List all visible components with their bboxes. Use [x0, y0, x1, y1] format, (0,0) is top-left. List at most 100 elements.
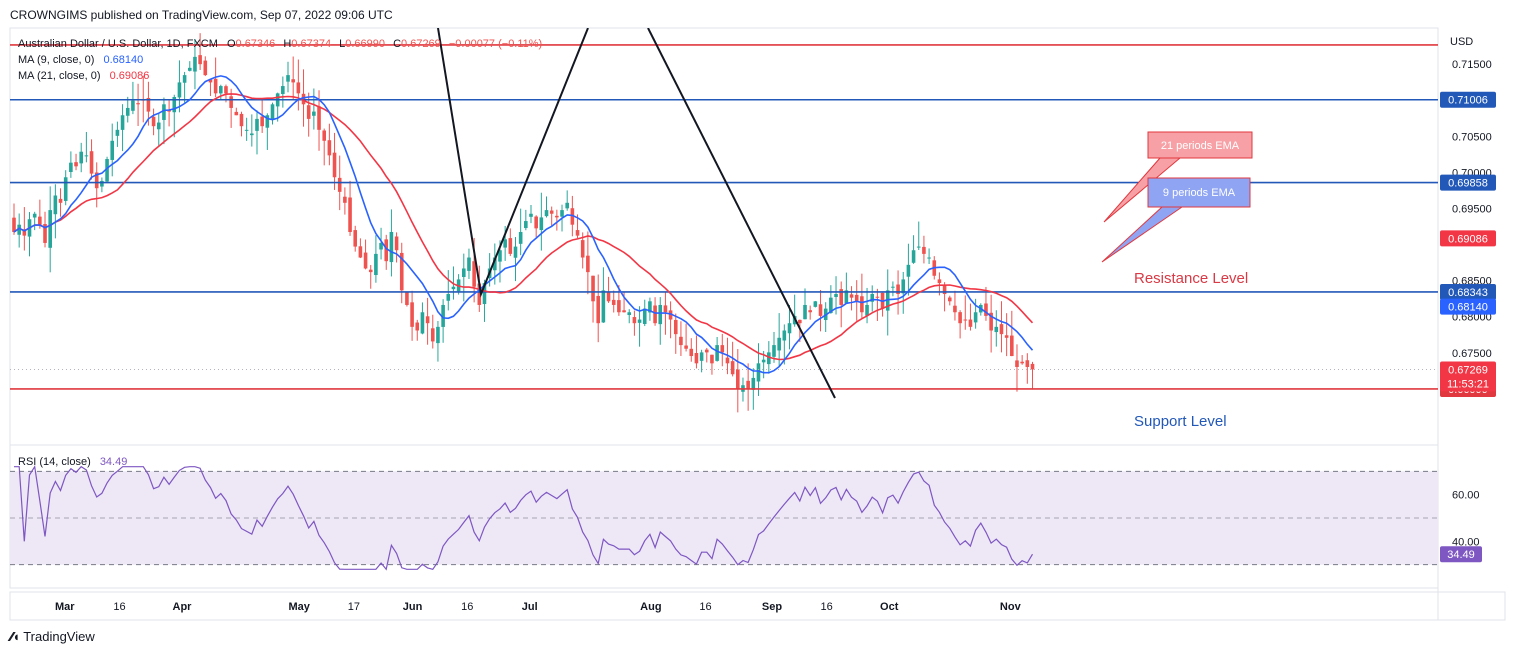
candle: [244, 117, 249, 141]
candle: [12, 203, 16, 235]
date-tick-label: Oct: [880, 601, 899, 613]
date-tick-label: 16: [821, 601, 833, 613]
candle-body: [482, 283, 487, 305]
candle: [699, 349, 704, 373]
candle: [234, 107, 239, 116]
candle-body: [32, 213, 37, 218]
legend-ma9-value: 0.68140: [103, 54, 143, 66]
candle: [508, 228, 513, 257]
candle-body: [74, 162, 78, 167]
candle-body: [461, 268, 466, 277]
candle-body: [715, 345, 719, 361]
candle: [208, 79, 213, 96]
publisher-header: CROWNGIMS published on TradingView.com, …: [10, 8, 393, 22]
candle-body: [844, 290, 849, 304]
candle-body: [322, 130, 326, 141]
candle: [125, 96, 130, 123]
tag-box: [1440, 298, 1496, 315]
candle-body: [839, 289, 843, 305]
candle: [167, 100, 171, 127]
candle: [973, 298, 978, 329]
candle-body: [172, 97, 177, 113]
candle-body: [182, 75, 187, 83]
candle-body: [518, 231, 523, 244]
candle-body: [611, 299, 616, 305]
candle-body: [38, 216, 42, 225]
candle-body: [689, 348, 694, 357]
candle: [534, 215, 538, 238]
candle-body: [958, 312, 962, 324]
candle-body: [973, 312, 978, 323]
candle: [312, 88, 316, 130]
candle-body: [1004, 335, 1009, 338]
pattern-line-right: [647, 28, 836, 399]
candle: [586, 231, 590, 295]
candle-body: [937, 279, 942, 284]
candle-body: [306, 105, 311, 119]
candle-body: [756, 363, 761, 382]
candle: [193, 39, 197, 90]
candle: [467, 248, 471, 280]
candle-body: [694, 353, 699, 364]
candle-body: [332, 152, 337, 178]
candle: [250, 114, 254, 147]
candle-body: [17, 224, 21, 235]
candle: [601, 267, 606, 323]
candle-body: [653, 305, 657, 324]
horizontal-level-68343-tag: 0.68343: [1440, 283, 1496, 300]
candle-body: [891, 286, 895, 288]
candle-body: [787, 323, 792, 334]
candle-body: [198, 55, 202, 65]
tag-box: [1440, 91, 1496, 108]
candle: [658, 297, 663, 345]
candle: [239, 111, 244, 137]
candle-body: [363, 252, 368, 269]
candle-body: [565, 202, 569, 209]
candle: [906, 243, 911, 296]
candle: [803, 288, 807, 320]
support-level-label: Support Level: [1134, 413, 1227, 430]
legend-ma21-label: MA (21, close, 0): [18, 70, 101, 82]
candle: [105, 156, 109, 183]
candle-body: [637, 319, 642, 323]
candle: [844, 272, 849, 304]
candle: [963, 295, 968, 330]
candle-body: [430, 328, 435, 342]
candle-body: [22, 229, 27, 236]
svg-text:RSI (14, close) 34.49: RSI (14, close) 34.49: [18, 456, 127, 468]
candle-body: [281, 86, 285, 95]
candle: [94, 162, 99, 208]
candle: [565, 190, 569, 211]
candle-body: [1020, 361, 1024, 364]
candle: [627, 309, 632, 324]
candle: [518, 208, 523, 256]
candle: [100, 177, 104, 193]
price-tick-label: 0.67500: [1452, 348, 1492, 360]
candle-body: [544, 210, 549, 217]
candle-body: [870, 294, 875, 302]
candle: [958, 310, 962, 339]
candle-body: [255, 118, 259, 131]
rsi-tick-label: 60.00: [1452, 490, 1480, 502]
candle-body: [229, 96, 233, 108]
candle-body: [508, 238, 513, 254]
candle: [580, 232, 585, 269]
candle-body: [922, 246, 926, 254]
tag-text: 0.67269: [1448, 364, 1488, 376]
candle: [286, 61, 290, 93]
currency-label: USD: [1450, 36, 1473, 48]
candle-body: [296, 82, 301, 94]
candle: [704, 347, 709, 363]
candle-body: [270, 104, 275, 120]
horizontal-level-69858-tag: 0.69858: [1440, 174, 1496, 191]
candle-body: [803, 304, 807, 320]
candle: [668, 301, 673, 339]
candle-body: [213, 78, 218, 94]
candle-body: [994, 326, 999, 333]
candle-body: [131, 100, 135, 111]
candle-body: [12, 217, 16, 232]
candle: [322, 128, 326, 166]
date-tick-label: Jun: [403, 601, 423, 613]
candle-body: [549, 210, 554, 214]
